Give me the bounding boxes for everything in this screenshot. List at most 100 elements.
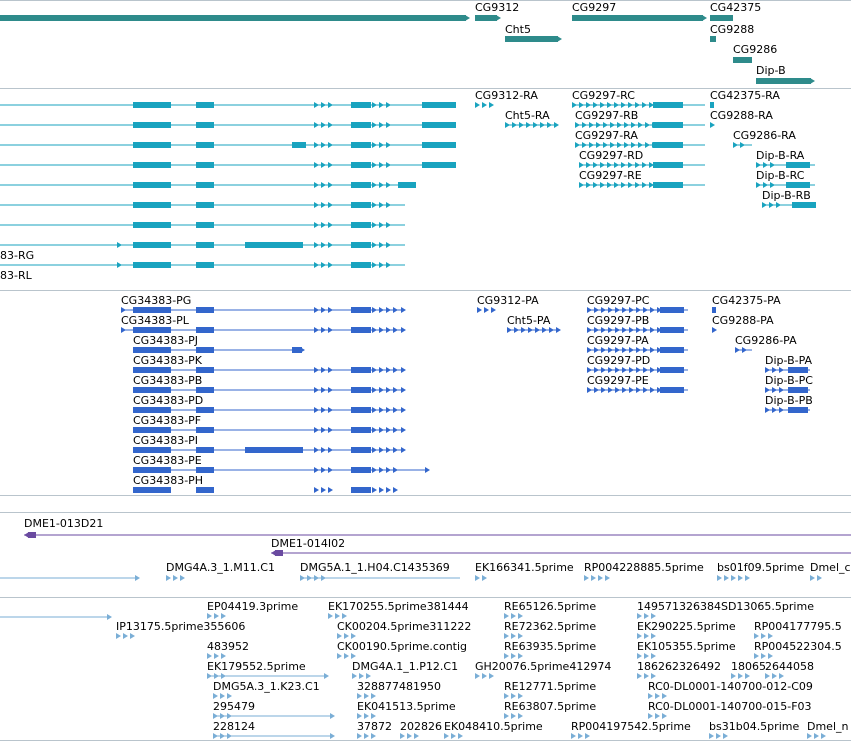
transcript-label[interactable]: Cht5-RA bbox=[505, 109, 550, 122]
protein-label[interactable]: CG9297-PB bbox=[587, 314, 650, 327]
gene-bar[interactable] bbox=[733, 57, 752, 63]
exon-glyph[interactable] bbox=[653, 142, 683, 148]
protein-label[interactable]: CG9312-PA bbox=[477, 294, 539, 307]
exon-glyph[interactable] bbox=[660, 307, 684, 313]
exon-glyph[interactable] bbox=[196, 222, 214, 228]
exon-glyph[interactable] bbox=[133, 162, 171, 168]
est-label[interactable]: DMG4A.1_1.P12.C1 bbox=[352, 660, 459, 673]
est-label[interactable]: Dmel_c bbox=[810, 561, 851, 574]
protein-label[interactable]: CG9297-PD bbox=[587, 354, 651, 367]
exon-glyph[interactable] bbox=[792, 202, 816, 208]
transcript-label[interactable]: 83-RL bbox=[0, 269, 32, 282]
exon-glyph[interactable] bbox=[292, 142, 306, 148]
gene-bar[interactable] bbox=[710, 15, 733, 21]
est-label[interactable]: 202826 bbox=[400, 720, 442, 733]
exon-glyph[interactable] bbox=[712, 307, 716, 313]
est-label[interactable]: EK170255.5prime381444 bbox=[328, 600, 469, 613]
exon-glyph[interactable] bbox=[133, 387, 171, 393]
protein-label[interactable]: Dip-B-PB bbox=[765, 394, 813, 407]
transcript-label[interactable]: CG9288-RA bbox=[710, 109, 773, 122]
est-label[interactable]: RP004522304.5 bbox=[754, 640, 842, 653]
exon-glyph[interactable] bbox=[133, 202, 171, 208]
exon-glyph[interactable] bbox=[422, 142, 456, 148]
exon-glyph[interactable] bbox=[133, 347, 171, 353]
exon-glyph[interactable] bbox=[660, 327, 684, 333]
exon-glyph[interactable] bbox=[351, 222, 371, 228]
exon-glyph[interactable] bbox=[133, 142, 171, 148]
clone-label[interactable]: DME1-013D21 bbox=[24, 517, 104, 530]
protein-label[interactable]: Dip-B-PA bbox=[765, 354, 813, 367]
exon-glyph[interactable] bbox=[422, 102, 456, 108]
exon-glyph[interactable] bbox=[133, 307, 171, 313]
est-label[interactable]: GH20076.5prime412974 bbox=[475, 660, 612, 673]
exon-glyph[interactable] bbox=[133, 122, 171, 128]
exon-glyph[interactable] bbox=[196, 202, 214, 208]
exon-glyph[interactable] bbox=[422, 162, 456, 168]
est-label[interactable]: RE12771.5prime bbox=[504, 680, 597, 693]
exon-glyph[interactable] bbox=[133, 242, 171, 248]
est-label[interactable]: RP004177795.5 bbox=[754, 620, 842, 633]
exon-glyph[interactable] bbox=[245, 447, 303, 453]
exon-glyph[interactable] bbox=[133, 262, 171, 268]
exon-glyph[interactable] bbox=[196, 407, 214, 413]
protein-label[interactable]: CG34383-PJ bbox=[133, 334, 199, 347]
exon-glyph[interactable] bbox=[292, 347, 302, 353]
est-label[interactable]: EK290225.5prime bbox=[637, 620, 736, 633]
gene-bar[interactable] bbox=[572, 15, 703, 21]
est-label[interactable]: bs01f09.5prime bbox=[717, 561, 805, 574]
exon-glyph[interactable] bbox=[351, 122, 371, 128]
transcript-label[interactable]: CG9297-RA bbox=[575, 129, 638, 142]
exon-glyph[interactable] bbox=[196, 327, 214, 333]
est-label[interactable]: EP04419.3prime bbox=[207, 600, 299, 613]
exon-glyph[interactable] bbox=[133, 182, 171, 188]
exon-glyph[interactable] bbox=[196, 182, 214, 188]
exon-glyph[interactable] bbox=[351, 262, 371, 268]
exon-glyph[interactable] bbox=[660, 347, 684, 353]
exon-glyph[interactable] bbox=[196, 307, 214, 313]
est-label[interactable]: RP004228885.5prime bbox=[584, 561, 704, 574]
exon-glyph[interactable] bbox=[351, 142, 371, 148]
transcript-label[interactable]: 83-RG bbox=[0, 249, 35, 262]
gene-label[interactable]: CG9288 bbox=[710, 23, 755, 36]
exon-glyph[interactable] bbox=[710, 102, 714, 108]
exon-glyph[interactable] bbox=[133, 447, 171, 453]
exon-glyph[interactable] bbox=[786, 162, 810, 168]
exon-glyph[interactable] bbox=[351, 162, 371, 168]
protein-label[interactable]: CG34383-PE bbox=[133, 454, 202, 467]
est-label[interactable]: DMG4A.3_1.M11.C1 bbox=[166, 561, 275, 574]
exon-glyph[interactable] bbox=[653, 182, 683, 188]
est-label[interactable]: CK00204.5prime311222 bbox=[337, 620, 472, 633]
est-label[interactable]: RE65126.5prime bbox=[504, 600, 597, 613]
exon-glyph[interactable] bbox=[196, 447, 214, 453]
exon-glyph[interactable] bbox=[653, 122, 683, 128]
transcript-label[interactable]: CG42375-RA bbox=[710, 89, 780, 102]
exon-glyph[interactable] bbox=[351, 202, 371, 208]
transcript-label[interactable]: CG9286-RA bbox=[733, 129, 796, 142]
clone-end[interactable] bbox=[28, 532, 36, 538]
est-label[interactable]: 186262326492 bbox=[637, 660, 721, 673]
est-label[interactable]: 483952 bbox=[207, 640, 249, 653]
exon-glyph[interactable] bbox=[133, 222, 171, 228]
transcript-label[interactable]: Dip-B-RA bbox=[756, 149, 805, 162]
exon-glyph[interactable] bbox=[133, 407, 171, 413]
exon-glyph[interactable] bbox=[351, 327, 371, 333]
exon-glyph[interactable] bbox=[196, 367, 214, 373]
exon-glyph[interactable] bbox=[196, 142, 214, 148]
exon-glyph[interactable] bbox=[788, 407, 808, 413]
exon-glyph[interactable] bbox=[196, 242, 214, 248]
protein-label[interactable]: CG9297-PC bbox=[587, 294, 650, 307]
est-label[interactable]: EK166341.5prime bbox=[475, 561, 574, 574]
est-label[interactable]: EK179552.5prime bbox=[207, 660, 306, 673]
est-label[interactable]: 37872 bbox=[357, 720, 392, 733]
gene-bar[interactable] bbox=[756, 78, 811, 84]
exon-glyph[interactable] bbox=[653, 102, 683, 108]
gene-label[interactable]: CG9297 bbox=[572, 1, 617, 14]
est-label[interactable]: 18065 bbox=[731, 660, 766, 673]
est-label[interactable]: Dmel_n bbox=[807, 720, 849, 733]
transcript-label[interactable]: Dip-B-RC bbox=[756, 169, 805, 182]
protein-label[interactable]: CG34383-PF bbox=[133, 414, 202, 427]
exon-glyph[interactable] bbox=[351, 387, 371, 393]
exon-glyph[interactable] bbox=[351, 242, 371, 248]
est-label[interactable]: DMG5A.3_1.K23.C1 bbox=[213, 680, 320, 693]
est-label[interactable]: RC0-DL0001-140700-015-F03 bbox=[648, 700, 812, 713]
